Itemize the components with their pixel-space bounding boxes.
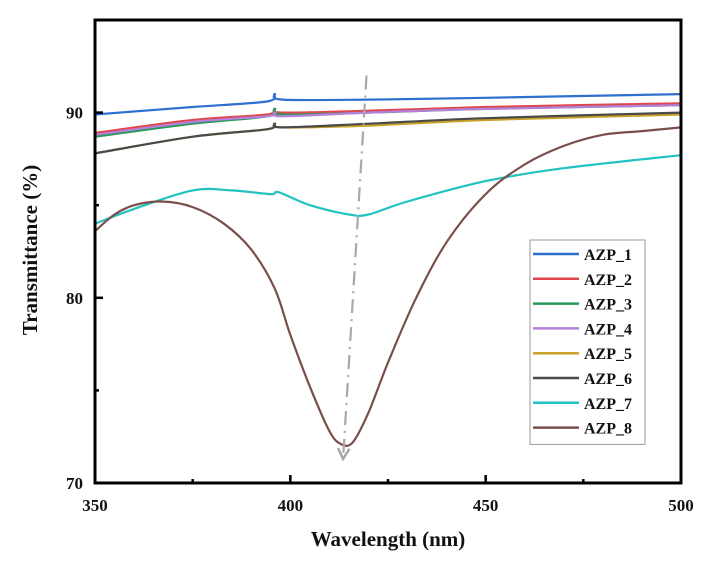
trend-arrow-head [336,447,351,462]
x-tick-label: 400 [278,496,304,515]
y-tick-label: 80 [66,289,83,308]
legend-label: AZP_8 [584,421,632,438]
series-line-azp-4 [94,104,682,136]
legend-item: AZP_8 [533,421,632,438]
series-layer [94,93,682,447]
series-line-azp-8 [94,126,682,447]
legend-label: AZP_2 [584,272,632,289]
y-tick-label: 90 [66,104,83,123]
series-line-azp-2 [94,102,682,135]
x-tick-label: 350 [82,496,108,515]
annotation-layer [336,75,368,462]
legend-label: AZP_6 [584,371,632,388]
x-tick-label: 500 [668,496,694,515]
legend-item: AZP_2 [533,272,632,289]
y-tick-label: 70 [66,474,83,493]
legend-item: AZP_6 [533,371,632,388]
legend-box [529,239,646,445]
x-axis-title: Wavelength (nm) [311,527,466,551]
y-axis-title: Transmittance (%) [18,165,42,336]
legend-label: AZP_4 [584,321,632,338]
legend-label: AZP_5 [584,346,632,363]
series-line-azp-7 [94,154,682,225]
legend-item: AZP_5 [533,346,632,363]
series-line-azp-6 [94,111,682,155]
legend: AZP_1 AZP_2 AZP_3 AZP_4 AZP_5 AZP_6 AZP_7 AZP_8 [529,239,646,445]
legend-label: AZP_7 [584,396,632,413]
legend-item: AZP_4 [533,321,632,338]
legend-item: AZP_7 [533,396,632,413]
legend-label: AZP_1 [584,247,632,264]
x-tick-label: 450 [473,496,499,515]
tick-layer: 350 400 450 500 70 80 90 [66,104,694,515]
series-line-azp-1 [94,93,682,116]
trend-arrow-line [341,75,368,459]
legend-item: AZP_1 [533,247,632,264]
legend-item: AZP_3 [533,297,632,314]
legend-label: AZP_3 [584,297,632,314]
